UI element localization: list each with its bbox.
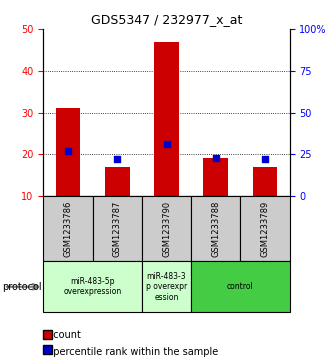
Text: GSM1233788: GSM1233788 (211, 200, 220, 257)
Text: miR-483-5p
overexpression: miR-483-5p overexpression (64, 277, 122, 297)
Bar (191, 261, 290, 312)
Bar (56, 108, 80, 196)
Text: protocol: protocol (2, 282, 41, 292)
Bar (142, 196, 191, 261)
Text: GSM1233789: GSM1233789 (260, 201, 270, 257)
Bar (43, 261, 142, 312)
Point (65, 148, 71, 154)
Bar (43, 196, 93, 261)
Bar (142, 261, 191, 312)
Text: control: control (227, 282, 254, 291)
Bar (105, 167, 130, 196)
Point (213, 155, 218, 160)
Title: GDS5347 / 232977_x_at: GDS5347 / 232977_x_at (91, 13, 242, 26)
Point (115, 156, 120, 162)
Text: percentile rank within the sample: percentile rank within the sample (47, 347, 218, 357)
Bar (203, 158, 228, 196)
Text: GSM1233787: GSM1233787 (113, 200, 122, 257)
Text: miR-483-3
p overexpr
ession: miR-483-3 p overexpr ession (146, 272, 187, 302)
Text: GSM1233786: GSM1233786 (63, 200, 73, 257)
Point (164, 141, 169, 147)
Bar (240, 196, 290, 261)
Bar (253, 167, 277, 196)
Text: count: count (47, 330, 81, 340)
Bar (93, 196, 142, 261)
Bar (191, 196, 240, 261)
Bar (154, 41, 179, 196)
Point (262, 156, 268, 162)
Text: GSM1233790: GSM1233790 (162, 201, 171, 257)
